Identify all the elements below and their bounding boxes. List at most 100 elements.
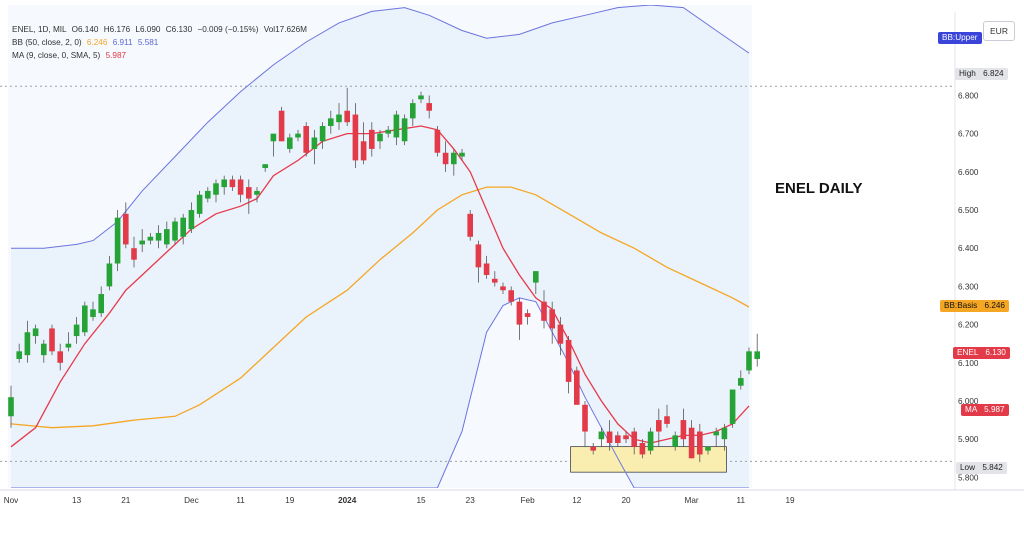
candle-body: [32, 328, 39, 337]
candle: [278, 106, 285, 142]
x-tick-label: 19: [285, 496, 295, 505]
ma-tag: MA 5.987: [961, 404, 1009, 416]
candle: [8, 385, 14, 428]
currency-button[interactable]: EUR: [983, 21, 1015, 41]
candle-body: [426, 103, 432, 111]
candle: [393, 110, 400, 146]
candle: [155, 225, 162, 249]
candle-body: [623, 435, 629, 440]
candle: [574, 366, 580, 405]
candle-body: [393, 114, 400, 138]
candle: [73, 316, 80, 344]
candle: [467, 210, 473, 241]
candle: [615, 431, 621, 447]
candle-body: [131, 248, 137, 260]
candle: [336, 103, 342, 130]
bb-basis-line: [10, 186, 750, 429]
candle-body: [672, 435, 678, 447]
candle: [565, 336, 572, 394]
candle-body: [754, 351, 760, 359]
candle: [287, 133, 293, 153]
candle: [41, 339, 47, 363]
bb-basis-value: 6.246: [984, 301, 1006, 310]
candle: [549, 301, 555, 344]
x-tick-label: 11: [737, 496, 746, 505]
candle-body: [90, 309, 96, 317]
candle: [418, 91, 424, 104]
x-tick-label: 21: [121, 496, 131, 505]
legend-ma-name: MA (9, close, 0, SMA, 5): [12, 51, 101, 60]
candle-body: [16, 351, 22, 359]
ma-label: MA: [965, 405, 977, 414]
candle: [746, 347, 752, 375]
bb-upper-tag: BB:Upper: [938, 32, 982, 44]
candle: [721, 423, 728, 451]
x-tick-label: Mar: [685, 496, 699, 505]
candle-body: [262, 164, 268, 169]
candle: [516, 297, 523, 340]
candle: [188, 202, 195, 233]
candle-body: [483, 263, 490, 275]
candle: [303, 122, 309, 157]
candle-body: [582, 404, 588, 432]
x-tick-label: Dec: [184, 496, 199, 505]
candle: [434, 126, 441, 157]
candle-body: [516, 301, 523, 325]
candle-body: [541, 301, 547, 321]
ma-value: 5.987: [984, 405, 1005, 414]
y-tick-label: 6.200: [958, 321, 979, 330]
candle-body: [41, 343, 47, 356]
candle-body: [639, 442, 646, 455]
candle-body: [647, 431, 654, 451]
candle-body: [172, 221, 178, 241]
candle-body: [229, 179, 236, 188]
candle-body: [344, 110, 350, 123]
candle: [344, 87, 350, 127]
candle: [475, 240, 482, 283]
candle: [401, 114, 408, 146]
candle-body: [721, 427, 728, 440]
x-tick-label: 12: [572, 496, 582, 505]
candle: [229, 175, 236, 191]
candle-body: [114, 217, 121, 264]
candle: [606, 420, 613, 451]
candle-body: [492, 278, 498, 283]
candle-body: [688, 427, 695, 459]
candle-body: [705, 446, 711, 451]
x-tick-label: 13: [72, 496, 82, 505]
candle: [213, 179, 219, 203]
candle: [221, 175, 227, 195]
candle: [541, 290, 547, 329]
chart-annotation: ENEL DAILY: [775, 180, 863, 197]
candle: [205, 187, 211, 203]
candle: [557, 316, 564, 356]
candle: [65, 332, 72, 352]
candle-body: [246, 187, 252, 199]
y-tick-label: 6.800: [958, 91, 979, 100]
candle-body: [369, 129, 375, 149]
candle-body: [434, 129, 441, 153]
candle: [90, 301, 96, 321]
legend-high: H6.176: [103, 25, 131, 34]
candle: [237, 175, 244, 203]
candle-body: [73, 324, 80, 337]
x-tick-label: Nov: [4, 496, 19, 505]
candle: [508, 286, 514, 306]
candle-body: [237, 179, 244, 195]
candle: [377, 129, 383, 149]
x-tick-label: 11: [236, 496, 245, 505]
candle: [369, 122, 375, 157]
candle: [639, 439, 646, 459]
candle-body: [196, 194, 203, 214]
candle-body: [508, 290, 514, 302]
candle-body: [475, 244, 482, 268]
candle: [24, 320, 31, 363]
candle: [524, 309, 531, 325]
candle: [697, 423, 703, 463]
legend-row-symbol: ENEL, 1D, MIL O6.140 H6.176 L6.090 C6.13…: [12, 23, 307, 36]
candle: [114, 210, 121, 272]
high-tag: High 6.824: [955, 68, 1008, 80]
candle: [410, 99, 416, 127]
candle: [270, 133, 277, 157]
